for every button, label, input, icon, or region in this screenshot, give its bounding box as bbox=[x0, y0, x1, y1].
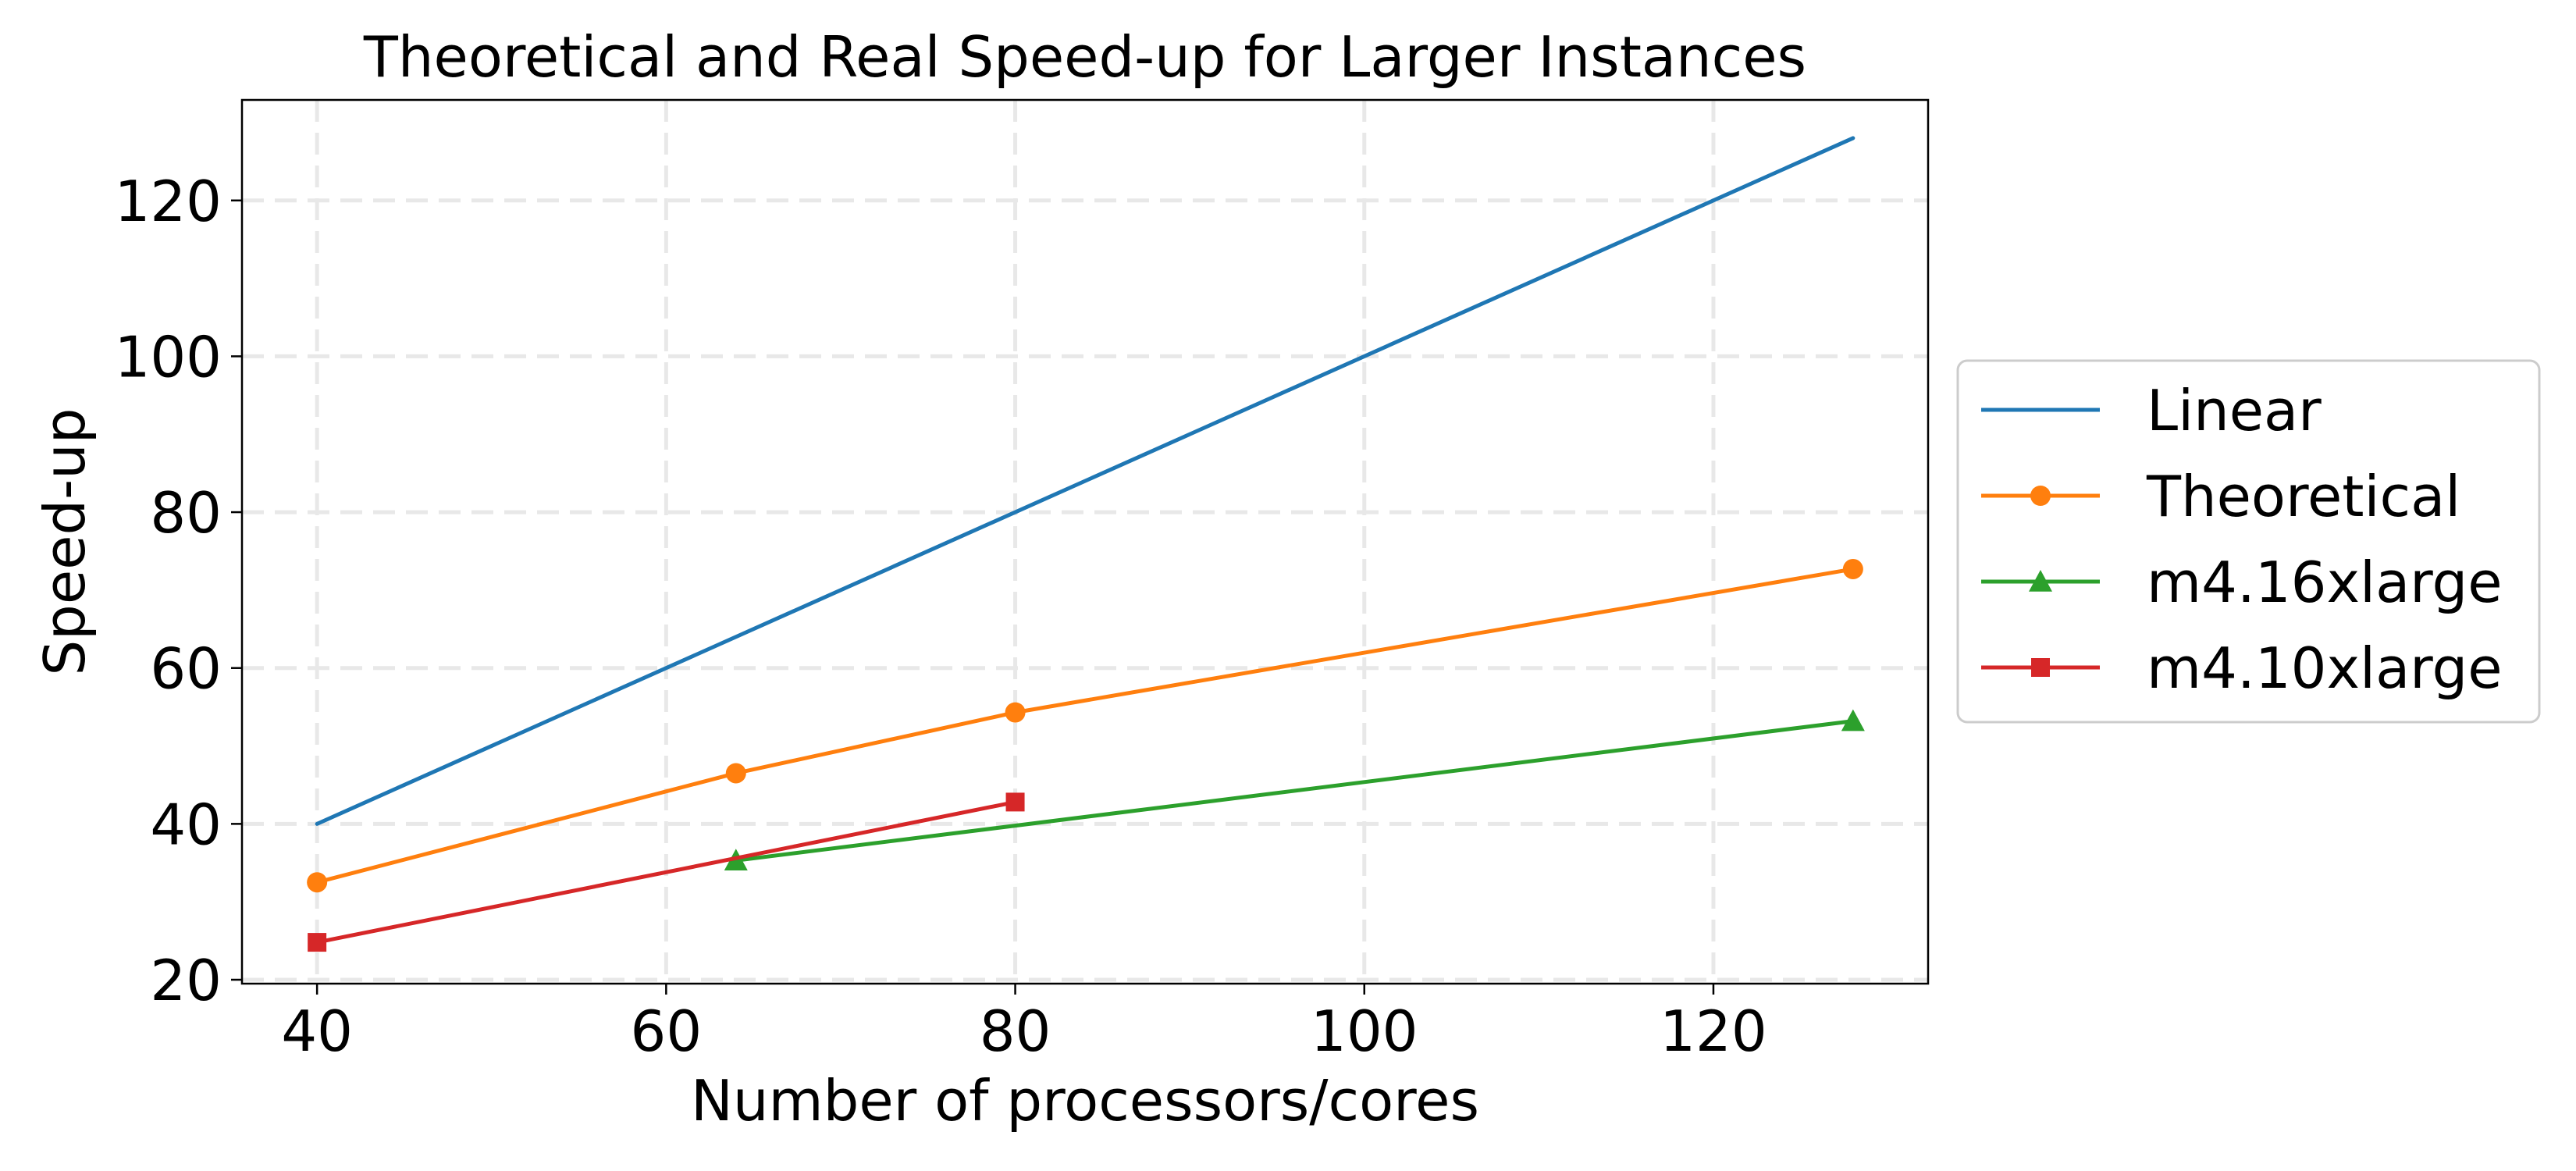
legend-marker bbox=[2029, 570, 2052, 592]
y-tick-label: 100 bbox=[115, 324, 222, 390]
series-theoretical bbox=[307, 558, 1863, 893]
y-tick-label: 120 bbox=[115, 169, 222, 234]
axis-ticks: 40 60 80 100 120 20 40 60 80 100 120 bbox=[115, 169, 1767, 1064]
series-m4-10xlarge bbox=[308, 792, 1025, 952]
grid bbox=[242, 100, 1928, 984]
legend: Linear Theoretical m4.16xlarge m4.10xlarge bbox=[1956, 359, 2541, 724]
y-tick-label: 80 bbox=[150, 480, 222, 546]
legend-label: m4.10xlarge bbox=[2147, 635, 2503, 701]
data-point-theoretical bbox=[725, 763, 746, 784]
x-tick-label: 40 bbox=[281, 998, 353, 1064]
data-point-m4-16xlarge bbox=[1841, 709, 1865, 731]
series-line-theoretical bbox=[315, 567, 1856, 884]
x-tick-label: 60 bbox=[631, 998, 703, 1064]
data-point-m4-10xlarge bbox=[1005, 792, 1025, 812]
x-axis-label: Number of processors/cores bbox=[691, 1068, 1479, 1134]
legend-label: Theoretical bbox=[2146, 464, 2460, 529]
legend-label: Linear bbox=[2147, 378, 2322, 443]
plot-frame bbox=[240, 98, 1930, 985]
legend-frame bbox=[1956, 359, 2541, 724]
data-point-theoretical bbox=[1005, 702, 1026, 723]
y-tick-label: 20 bbox=[150, 948, 222, 1013]
y-axis-label: Speed-up bbox=[32, 408, 98, 675]
series-m4-16xlarge bbox=[724, 709, 1865, 871]
series-line-m4-10xlarge bbox=[315, 799, 1018, 945]
y-tick-label: 40 bbox=[150, 792, 222, 857]
legend-item-linear: Linear bbox=[1981, 378, 2322, 443]
x-tick-label: 120 bbox=[1660, 998, 1767, 1064]
series-linear bbox=[315, 136, 1856, 826]
legend-item-m4-10xlarge: m4.10xlarge bbox=[1981, 635, 2503, 701]
data-point-m4-10xlarge bbox=[308, 933, 327, 952]
y-tick-label: 60 bbox=[150, 636, 222, 702]
legend-items: Linear Theoretical m4.16xlarge m4.10xlarge bbox=[1981, 378, 2503, 701]
chart-title: Theoretical and Real Speed-up for Larger… bbox=[363, 24, 1806, 90]
legend-item-m4-16xlarge: m4.16xlarge bbox=[1981, 550, 2503, 615]
legend-marker bbox=[2030, 486, 2051, 506]
legend-item-theoretical: Theoretical bbox=[1981, 464, 2460, 529]
x-tick-label: 80 bbox=[980, 998, 1051, 1064]
series-line-m4-16xlarge bbox=[734, 719, 1856, 863]
data-point-theoretical bbox=[307, 872, 328, 893]
x-tick-label: 100 bbox=[1311, 998, 1418, 1064]
legend-marker bbox=[2031, 658, 2050, 677]
data-point-theoretical bbox=[1842, 558, 1863, 579]
legend-label: m4.16xlarge bbox=[2147, 550, 2503, 615]
series-line-linear bbox=[315, 136, 1856, 826]
series-layer bbox=[307, 136, 1865, 952]
